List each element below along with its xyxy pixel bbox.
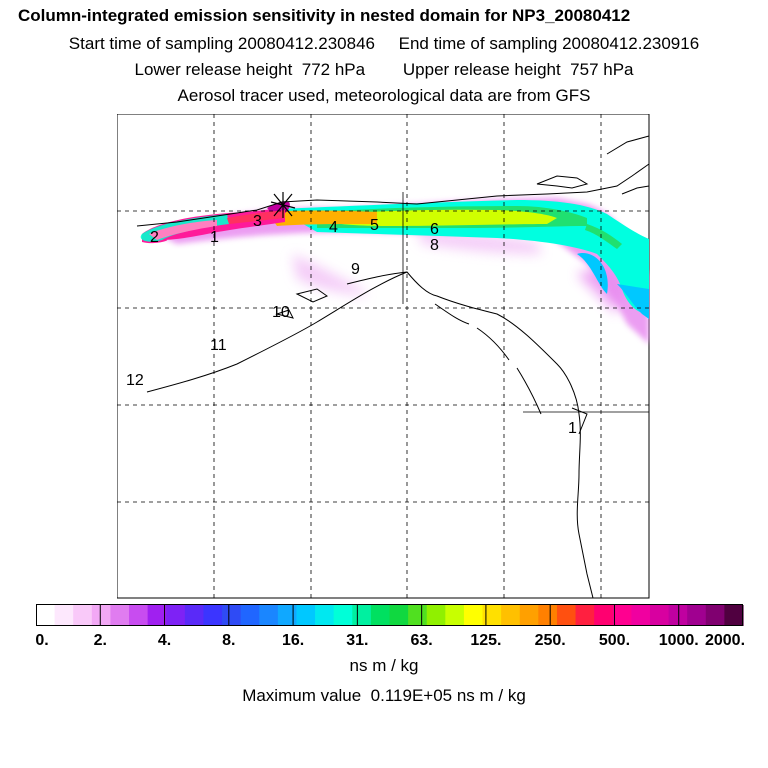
colorbar-tick-label: 250.: [534, 632, 566, 649]
colorbar-cell: [129, 605, 149, 626]
colorbar-cell: [724, 605, 744, 626]
political-borders: [402, 192, 649, 413]
colorbar-cell: [110, 605, 130, 626]
day-label: 11: [210, 337, 227, 354]
colorbar-cell: [575, 605, 595, 626]
colorbar-cell: [631, 605, 651, 626]
tracer-info-line: Aerosol tracer used, meteorological data…: [177, 86, 591, 105]
lat-lon-grid: [117, 114, 649, 598]
release-point-star-icon: [270, 192, 296, 218]
sampling-time-line: Start time of sampling 20080412.230846 E…: [68, 34, 700, 53]
colorbar-tick-label: 31.: [346, 632, 369, 649]
colorbar-units: ns m / kg: [349, 656, 419, 675]
colorbar-cell: [73, 605, 93, 626]
colorbar-cell: [203, 605, 223, 626]
colorbar-cell: [296, 605, 316, 626]
day-label: 1: [568, 420, 577, 437]
colorbar-cell: [463, 605, 484, 626]
colorbar-cell: [687, 605, 707, 626]
colorbar-tick-label: 125.: [470, 632, 502, 649]
colorbar-cell: [240, 605, 260, 626]
colorbar-cell: [389, 605, 409, 626]
colorbar-cell: [333, 605, 353, 626]
colorbar-cell: [501, 605, 521, 626]
colorbar-cell: [538, 605, 558, 626]
colorbar-tick-label: 1000.: [658, 632, 699, 649]
maximum-value-text: Maximum value 0.119E+05 ns m / kg: [242, 686, 526, 705]
colorbar-tick-label: 2.: [93, 632, 107, 649]
colorbar-cell: [315, 605, 335, 626]
colorbar-cell: [594, 605, 614, 626]
map-frame: [117, 114, 650, 599]
colorbar-cell: [482, 605, 502, 626]
colorbar-cell: [668, 605, 688, 626]
emission-sensitivity-map: 1 2 3 4 5 6 8 9 10 11 12 1: [117, 114, 650, 599]
colorbar-cell: [54, 605, 74, 626]
colorbar-tick-label: 63.: [410, 632, 433, 649]
colorbar-cell: [445, 605, 465, 626]
day-label: 10: [272, 304, 290, 321]
day-label: 12: [126, 372, 144, 389]
colorbar-cell: [612, 605, 632, 626]
colorbar-tick-label: 16.: [281, 632, 305, 649]
colorbar-cell: [705, 605, 725, 626]
colorbar-cell: [91, 605, 112, 626]
colorbar-cell: [519, 605, 539, 626]
colorbar-tick-label: 500.: [598, 632, 631, 649]
colorbar-cell: [352, 605, 372, 626]
coastlines: [136, 135, 650, 599]
colorbar-cell: [166, 605, 186, 626]
colorbar-cell: [277, 605, 298, 626]
day-label: 2: [150, 229, 159, 246]
colorbar-cell: [222, 605, 242, 626]
colorbar-cell: [259, 605, 279, 626]
colorbar-cell: [184, 605, 205, 626]
colorbar-cell: [426, 605, 446, 626]
colorbar-cell: [36, 605, 56, 626]
day-label: 5: [370, 217, 379, 234]
day-label: 4: [329, 219, 338, 236]
day-label: 1: [210, 229, 219, 246]
colorbar-tick-label: 0.: [35, 632, 49, 649]
colorbar-tick-label: 4.: [157, 632, 172, 649]
day-label: 9: [351, 261, 360, 278]
page-title: Column-integrated emission sensitivity i…: [18, 6, 631, 25]
colorbar-cell: [147, 605, 167, 626]
colorbar-tick-label: 2000.: [704, 632, 746, 649]
day-label: 8: [430, 237, 439, 254]
release-height-line: Lower release height 772 hPa Upper relea…: [134, 60, 634, 79]
day-label: 3: [253, 213, 262, 230]
colorbar-cell: [556, 605, 577, 626]
colorbar: [36, 604, 744, 626]
day-label: 6: [430, 221, 439, 238]
colorbar-tick-label: 8.: [222, 632, 236, 649]
colorbar-cell: [408, 605, 428, 626]
colorbar-cell: [649, 605, 670, 626]
colorbar-cell: [370, 605, 391, 626]
